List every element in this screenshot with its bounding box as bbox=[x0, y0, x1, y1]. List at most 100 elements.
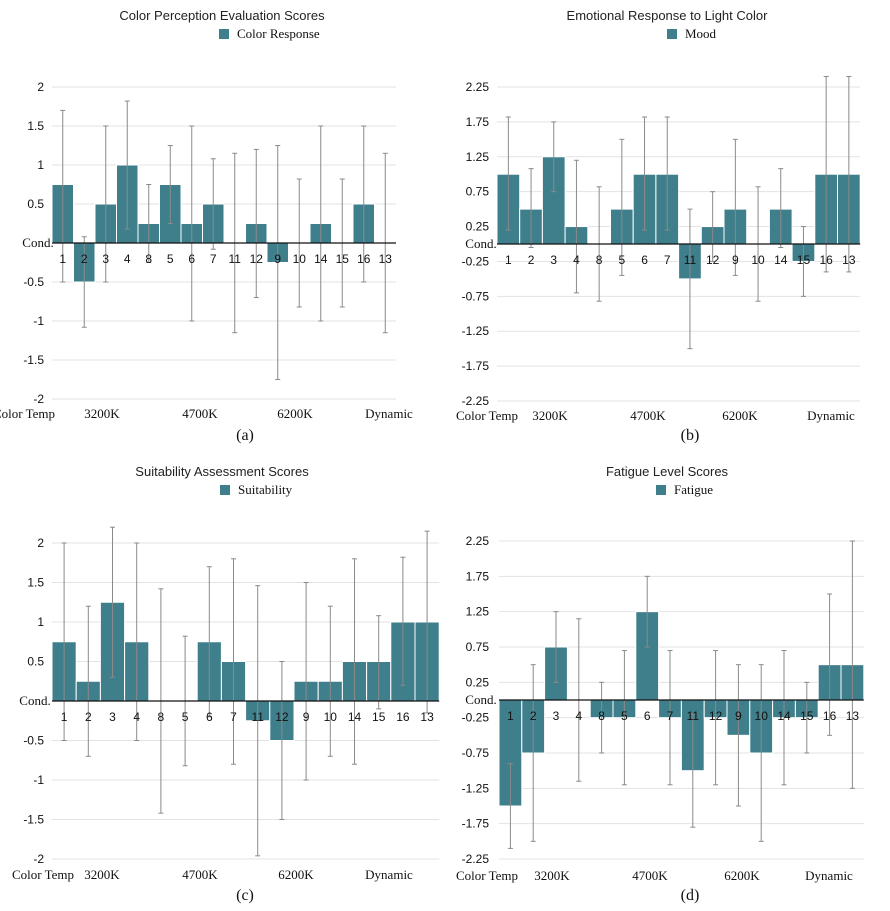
y-tick-label: -1.5 bbox=[23, 813, 44, 827]
legend: Suitability bbox=[220, 482, 293, 497]
category-label: 12 bbox=[706, 253, 720, 267]
y-tick-label: -1.25 bbox=[462, 781, 490, 795]
group-label: 6200K bbox=[724, 868, 760, 883]
category-label: 11 bbox=[684, 253, 697, 267]
error-bar-12 bbox=[710, 191, 716, 262]
error-bar-1 bbox=[507, 763, 513, 849]
category-label: 4 bbox=[573, 253, 580, 267]
y-tick-label: 1 bbox=[37, 615, 44, 629]
y-tick-label: -2 bbox=[33, 392, 44, 406]
error-bar-16 bbox=[827, 593, 833, 736]
chart-title: Emotional Response to Light Color bbox=[567, 8, 769, 23]
group-label: Dynamic bbox=[805, 868, 853, 883]
y-tick-label: 0.5 bbox=[27, 197, 44, 211]
category-label: 5 bbox=[182, 710, 189, 724]
category-label: 1 bbox=[59, 252, 66, 266]
legend-label: Suitability bbox=[238, 482, 293, 497]
group-labels: Color Temp 3200K 4700K 6200K Dynamic bbox=[12, 867, 413, 882]
error-bar-14 bbox=[352, 558, 357, 765]
category-label: 10 bbox=[755, 709, 769, 723]
error-bar-12 bbox=[279, 661, 285, 820]
y-tick-label: 1.75 bbox=[466, 569, 490, 583]
y-tick-label: 2 bbox=[37, 536, 44, 550]
x-axis-label: Cond. bbox=[19, 693, 50, 708]
error-bar-13 bbox=[424, 530, 430, 714]
category-label: 13 bbox=[420, 710, 434, 724]
group-title: Color Temp bbox=[12, 867, 74, 882]
error-bar-2 bbox=[81, 236, 87, 328]
group-title: Color Temp bbox=[0, 406, 55, 421]
group-label: 3200K bbox=[534, 868, 570, 883]
category-label: 6 bbox=[188, 252, 195, 266]
error-bar-15 bbox=[800, 226, 806, 297]
legend-label: Fatigue bbox=[674, 482, 713, 497]
legend-label: Mood bbox=[685, 26, 717, 41]
group-label: 4700K bbox=[630, 408, 666, 423]
error-bar-6 bbox=[644, 575, 650, 648]
error-bar-16 bbox=[823, 76, 829, 273]
error-bar-1 bbox=[60, 109, 66, 283]
category-label: 5 bbox=[167, 252, 174, 266]
category-label: 7 bbox=[230, 710, 237, 724]
error-bar-4 bbox=[573, 159, 579, 294]
category-label: 9 bbox=[735, 709, 742, 723]
error-bar-6 bbox=[642, 116, 648, 231]
y-tick-label: -1 bbox=[33, 773, 44, 787]
error-bar-9 bbox=[275, 145, 281, 380]
category-label: 11 bbox=[229, 252, 242, 266]
category-label: 14 bbox=[314, 252, 328, 266]
error-bar-9 bbox=[732, 138, 738, 276]
group-label: 3200K bbox=[532, 408, 568, 423]
category-label: 16 bbox=[357, 252, 371, 266]
category-label: 7 bbox=[664, 253, 671, 267]
category-label: 13 bbox=[379, 252, 393, 266]
category-label: 13 bbox=[846, 709, 860, 723]
category-label: 2 bbox=[528, 253, 535, 267]
legend: Color Response bbox=[219, 26, 320, 41]
y-tick-label: -0.5 bbox=[23, 275, 44, 289]
error-bar-7 bbox=[231, 558, 236, 765]
legend-swatch bbox=[667, 29, 677, 39]
error-bar-9 bbox=[303, 582, 309, 781]
group-label: 4700K bbox=[632, 868, 668, 883]
x-axis-label: Cond. bbox=[465, 236, 496, 251]
group-label: 3200K bbox=[84, 406, 120, 421]
y-tick-label: 2.25 bbox=[466, 80, 490, 94]
legend: Fatigue bbox=[656, 482, 713, 497]
category-label: 11 bbox=[687, 709, 700, 723]
category-label: 12 bbox=[709, 709, 723, 723]
error-bar-11 bbox=[690, 713, 696, 828]
error-bar-6 bbox=[206, 566, 212, 718]
error-bar-4 bbox=[134, 542, 140, 741]
y-tick-label: -1.25 bbox=[462, 324, 490, 338]
legend-label: Color Response bbox=[237, 26, 320, 41]
error-bar-8 bbox=[146, 184, 152, 263]
y-tick-label: -0.75 bbox=[462, 289, 490, 303]
category-label: 8 bbox=[598, 709, 605, 723]
category-label: 5 bbox=[621, 709, 628, 723]
y-tick-label: 0.5 bbox=[27, 655, 44, 669]
category-label: 4 bbox=[133, 710, 140, 724]
category-label: 3 bbox=[109, 710, 116, 724]
group-label: Dynamic bbox=[365, 867, 413, 882]
chart-title: Fatigue Level Scores bbox=[606, 464, 729, 479]
group-label: 6200K bbox=[722, 408, 758, 423]
category-label: 3 bbox=[102, 252, 109, 266]
category-label: 1 bbox=[505, 253, 512, 267]
error-bar-9 bbox=[735, 664, 741, 807]
y-tick-label: -1 bbox=[33, 314, 44, 328]
group-title: Color Temp bbox=[456, 408, 518, 423]
category-label: 7 bbox=[667, 709, 674, 723]
category-label: 10 bbox=[293, 252, 307, 266]
chart-c: Suitability Assessment Scores Suitability… bbox=[12, 464, 440, 904]
category-label: 6 bbox=[644, 709, 651, 723]
y-tick-label: -2.25 bbox=[462, 852, 490, 866]
error-bar-11 bbox=[687, 208, 693, 350]
category-label: 4 bbox=[124, 252, 131, 266]
error-bar-10 bbox=[758, 664, 764, 842]
group-label: 6200K bbox=[278, 867, 314, 882]
error-bar-14 bbox=[318, 125, 324, 322]
category-label: 15 bbox=[797, 253, 811, 267]
group-label: Dynamic bbox=[365, 406, 413, 421]
group-labels: Color Temp 3200K 4700K 6200K Dynamic bbox=[456, 408, 855, 423]
